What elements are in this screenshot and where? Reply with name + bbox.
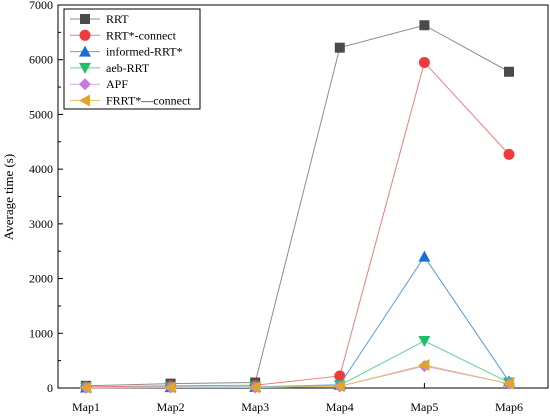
y-tick-label: 7000	[29, 0, 53, 12]
data-point	[164, 381, 176, 394]
legend-marker	[79, 45, 91, 57]
data-point	[333, 380, 345, 393]
y-tick-label: 1000	[29, 326, 53, 340]
legend-box	[63, 8, 201, 110]
y-axis-title: Average time (s)	[1, 154, 16, 240]
legend-label: informed-RRT*	[106, 45, 183, 59]
x-tick-label: Map5	[410, 400, 438, 414]
series-line	[85, 61, 510, 388]
legend-entry: aeb-RRT	[70, 61, 150, 75]
data-point	[419, 20, 430, 31]
legend-marker	[80, 14, 90, 24]
x-tick-label: Map6	[495, 400, 523, 414]
legend-marker	[79, 29, 91, 41]
data-point	[249, 381, 261, 394]
legend-label: FRRT*—connect	[106, 94, 191, 108]
data-point	[418, 335, 431, 347]
legend-marker	[79, 94, 90, 107]
legend-marker	[79, 78, 91, 91]
legend-label: RRT	[106, 12, 129, 26]
legend-entry: RRT*-connect	[70, 28, 177, 42]
legend-label: RRT*-connect	[106, 28, 177, 42]
series-5	[80, 359, 514, 394]
y-tick-label: 5000	[29, 107, 53, 121]
legend-entry: RRT	[70, 12, 129, 26]
legend-entry: APF	[70, 77, 128, 91]
x-tick-label: Map3	[241, 400, 269, 414]
legend-entry: informed-RRT*	[70, 45, 183, 59]
data-point	[418, 250, 431, 262]
series-line	[85, 255, 510, 388]
data-point	[418, 359, 430, 372]
data-point	[80, 381, 91, 394]
legend: RRT RRT*-connect informed-RRT* aeb-RRT APF FR…	[63, 8, 201, 110]
y-tick-label: 0	[47, 381, 53, 395]
series-layer	[80, 20, 515, 394]
y-tick-label: 6000	[29, 53, 53, 67]
y-axis: 0 1000 2000 3000 4000 5000 6000 7000	[29, 0, 63, 395]
y-tick-label: 4000	[29, 162, 53, 176]
data-point	[503, 377, 514, 390]
series-line	[85, 364, 510, 389]
legend-entry: FRRT*—connect	[70, 94, 191, 108]
x-tick-label: Map2	[157, 400, 185, 414]
y-tick-label: 3000	[29, 217, 53, 231]
series-4	[80, 360, 515, 394]
legend-marker	[79, 62, 91, 74]
x-tick-label: Map4	[326, 400, 354, 414]
series-line	[85, 24, 510, 387]
legend-label: APF	[106, 77, 128, 91]
data-point	[503, 148, 515, 160]
legend-label: aeb-RRT	[106, 61, 150, 75]
y-tick-label: 2000	[29, 272, 53, 286]
data-point	[334, 42, 345, 53]
data-point	[504, 66, 514, 77]
x-tick-label: Map1	[72, 400, 100, 414]
series-3	[80, 335, 515, 394]
x-axis: Map1 Map2 Map3 Map4 Map5 Map6	[72, 383, 523, 414]
data-point	[334, 370, 346, 382]
data-point	[418, 56, 430, 68]
